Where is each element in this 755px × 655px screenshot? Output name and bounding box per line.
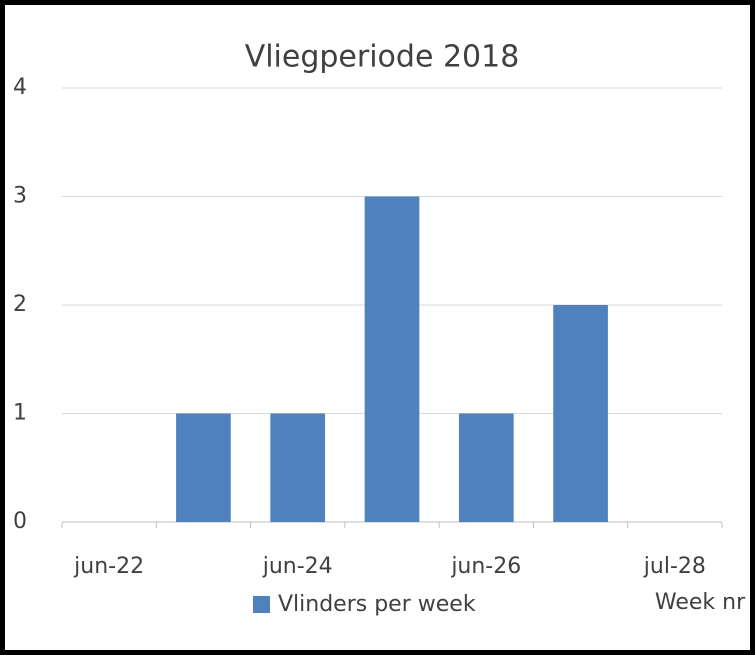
- y-tick-label: 1: [13, 401, 27, 426]
- x-axis-label: Week nr: [655, 590, 746, 615]
- x-tick-label: jul-28: [643, 554, 706, 579]
- y-tick-label: 4: [13, 75, 27, 100]
- y-tick-label: 3: [13, 184, 27, 209]
- x-tick-label: jun-24: [262, 554, 333, 579]
- x-tick-label: jun-22: [73, 554, 144, 579]
- bar: [270, 413, 326, 522]
- bar: [364, 196, 420, 522]
- legend-label: Vlinders per week: [278, 592, 476, 617]
- y-tick-label: 0: [13, 509, 27, 534]
- legend-swatch: [253, 596, 270, 613]
- chart-title: Vliegperiode 2018: [245, 40, 520, 75]
- bar: [553, 305, 608, 522]
- bar: [176, 413, 231, 522]
- x-tick-label: jun-26: [450, 554, 521, 579]
- y-tick-label: 2: [13, 292, 27, 317]
- bar: [458, 413, 514, 522]
